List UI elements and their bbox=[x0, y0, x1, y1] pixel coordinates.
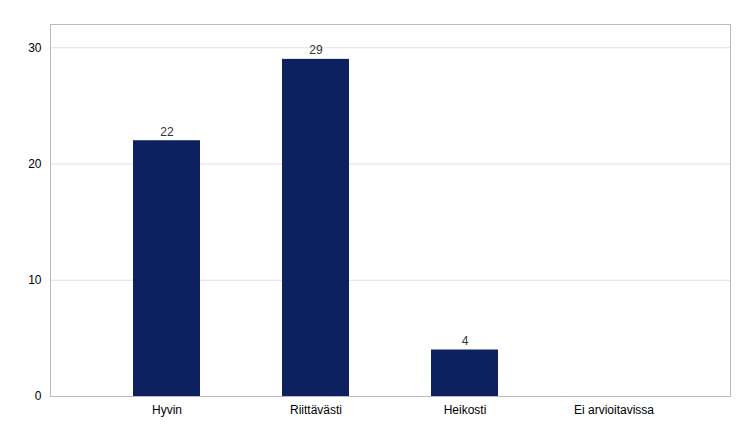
svg-text:10: 10 bbox=[28, 273, 42, 287]
svg-text:20: 20 bbox=[28, 157, 42, 171]
svg-text:Hyvin: Hyvin bbox=[152, 403, 182, 417]
svg-text:22: 22 bbox=[160, 125, 174, 139]
svg-text:4: 4 bbox=[462, 334, 469, 348]
svg-text:Ei arvioitavissa: Ei arvioitavissa bbox=[574, 403, 654, 417]
svg-text:Riittävästi: Riittävästi bbox=[290, 403, 342, 417]
svg-text:30: 30 bbox=[28, 41, 42, 55]
svg-text:Heikosti: Heikosti bbox=[444, 403, 487, 417]
svg-text:0: 0 bbox=[35, 389, 42, 403]
svg-text:29: 29 bbox=[309, 43, 323, 57]
